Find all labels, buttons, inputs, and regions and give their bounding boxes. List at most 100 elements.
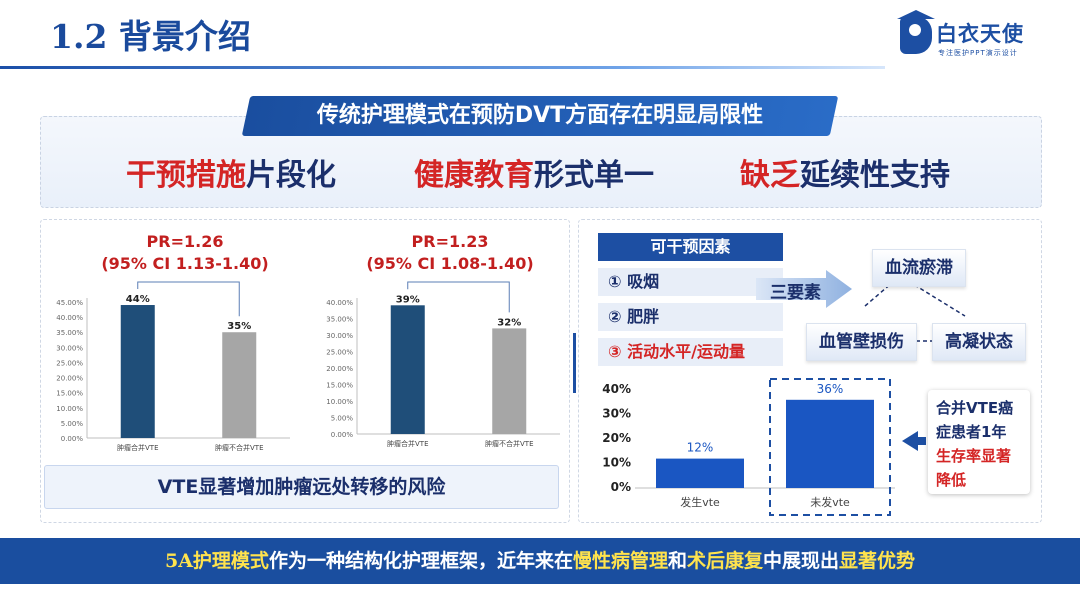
bar-chart-3-svg: 0% 10% 20% 30% 40% 12% 发生vte 36% 未发vte [602,378,895,516]
y-tick-label: 40.00% [56,314,83,322]
y-tick-label: 10% [602,456,631,470]
comparison-bracket [407,281,510,313]
page-title: 1.2 背景介绍 [50,17,251,56]
comparison-bracket [137,281,240,317]
y-tick-label: 0.00% [61,435,84,443]
footer-bar [0,538,1080,584]
bar [120,305,155,438]
footer-part-2: 作为一种结构化护理框架，近年来在 [268,550,573,572]
x-category-label: 肿瘤不合并VTE [215,443,264,452]
chart-tumor-vte-2: 0.00% 5.00% 10.00% 15.00% 20.00% 25.00% 30.00%… [310,270,570,460]
panel-divider [573,333,576,393]
y-tick-label: 45.00% [56,299,83,307]
chart-tumor-vte-1: 0.00% 5.00% 10.00% 15.00% 20.00% 25.00% 30.00%… [40,270,300,460]
limitation-1-rest: 片段化 [246,158,336,193]
triad-arrow-icon [756,270,852,308]
bar [786,399,874,488]
chart1-ci: (95% CI 1.13-1.40) [101,254,269,273]
y-tick-label: 15.00% [56,390,83,398]
bar [390,305,425,434]
y-tick-label: 20.00% [56,375,83,383]
factor-activity-text: ③ 活动水平/运动量 [608,342,745,361]
y-tick-label: 30.00% [326,332,353,340]
logo-icon [900,16,932,54]
x-category-label: 未发vte [810,495,850,509]
note-line-1: 合并VTE癌 [936,399,1014,417]
chart2-pr: PR=1.23 [411,232,489,251]
footer-part-7: 显著优势 [839,550,916,572]
data-label: 44% [126,294,150,305]
y-tick-label: 35.00% [56,329,83,337]
factors-title: 可干预因素 [598,233,783,261]
factor-obesity: ② 肥胖 [598,303,783,331]
bar [222,332,257,438]
y-tick-label: 0% [611,480,631,494]
bar [656,458,744,488]
footer-part-6: 中展现出 [763,550,840,572]
logo: 白衣天使 专注医护PPT演示设计 [897,10,1050,62]
highlight-box [769,378,891,516]
y-tick-label: 35.00% [326,316,353,324]
graduation-cap-icon [897,10,935,19]
limitation-3: 缺乏延续性支持 [740,150,950,194]
y-tick-label: 0.00% [331,431,354,439]
triad-label: 三要素 [770,283,821,303]
vte-caption: VTE显著增加肿瘤远处转移的风险 [44,465,559,509]
footer-text: 5A护理模式作为一种结构化护理框架，近年来在慢性病管理和术后康复中展现出显著优势 [0,538,1080,584]
factor-activity: ③ 活动水平/运动量 [598,338,783,366]
x-category-label: 肿瘤合并VTE [387,439,429,448]
survival-note: 合并VTE癌 症患者1年 生存率显著 降低 [928,390,1030,494]
x-category-label: 肿瘤不合并VTE [485,439,534,448]
limitation-2-highlight: 健康教育 [414,158,534,193]
data-label: 12% [687,441,714,455]
footer-part-4: 和 [667,550,687,572]
limitation-2: 健康教育形式单一 [414,150,654,194]
logo-tagline: 专注医护PPT演示设计 [938,49,1018,57]
bar-chart-2-svg: 0.00% 5.00% 10.00% 15.00% 20.00% 25.00% 30.00%… [326,281,560,448]
triad-connector-lines [864,275,966,342]
note-line-4: 降低 [936,471,967,489]
footer-part-3: 慢性病管理 [572,550,668,572]
y-tick-label: 30% [602,407,631,421]
bar [492,328,527,434]
note-line-2: 症患者1年 [936,423,1007,441]
limitation-3-rest: 延续性支持 [800,158,950,193]
y-tick-label: 20.00% [326,365,353,373]
limitation-2-rest: 形式单一 [534,158,654,193]
footer-part-5: 术后康复 [686,550,763,572]
x-category-label: 发生vte [680,495,720,509]
banner-text: 传统护理模式在预防DVT方面存在明显局限性 [316,103,764,128]
data-label: 35% [227,321,251,332]
note-line-3: 生存率显著 [936,447,1012,465]
chart2-ci: (95% CI 1.08-1.40) [366,254,534,273]
y-tick-label: 20% [602,431,631,445]
limitation-1-highlight: 干预措施 [126,158,246,193]
limitation-3-highlight: 缺乏 [740,158,800,193]
triad-hypercoagulable: 高凝状态 [932,323,1026,361]
data-label: 36% [817,382,844,396]
data-label: 32% [497,317,521,328]
y-tick-label: 25.00% [56,359,83,367]
note-arrow-icon [902,431,918,451]
triad-blood-stasis: 血流瘀滞 [872,249,966,287]
factor-smoking: ① 吸烟 [598,268,783,296]
y-tick-label: 10.00% [56,405,83,413]
logo-name: 白衣天使 [936,22,1024,46]
title-underline [0,66,885,69]
footer-part-1: 5A护理模式 [164,550,269,572]
y-tick-label: 30.00% [56,344,83,352]
triad-vessel-injury: 血管壁损伤 [806,323,917,361]
chart-vte-survival: 0% 10% 20% 30% 40% 12% 发生vte 36% 未发vte [595,375,900,520]
y-tick-label: 40.00% [326,299,353,307]
y-tick-label: 40% [602,382,631,396]
data-label: 39% [396,294,420,305]
note-arrow-stem [918,437,926,445]
y-tick-label: 5.00% [331,415,354,423]
y-tick-label: 25.00% [326,349,353,357]
chart1-pr: PR=1.26 [146,232,224,251]
y-tick-label: 15.00% [326,382,353,390]
bar-chart-1-svg: 0.00% 5.00% 10.00% 15.00% 20.00% 25.00% 30.00%… [56,281,290,452]
limitation-1: 干预措施片段化 [126,150,336,194]
y-tick-label: 5.00% [61,420,84,428]
x-category-label: 肿瘤合并VTE [117,443,159,452]
